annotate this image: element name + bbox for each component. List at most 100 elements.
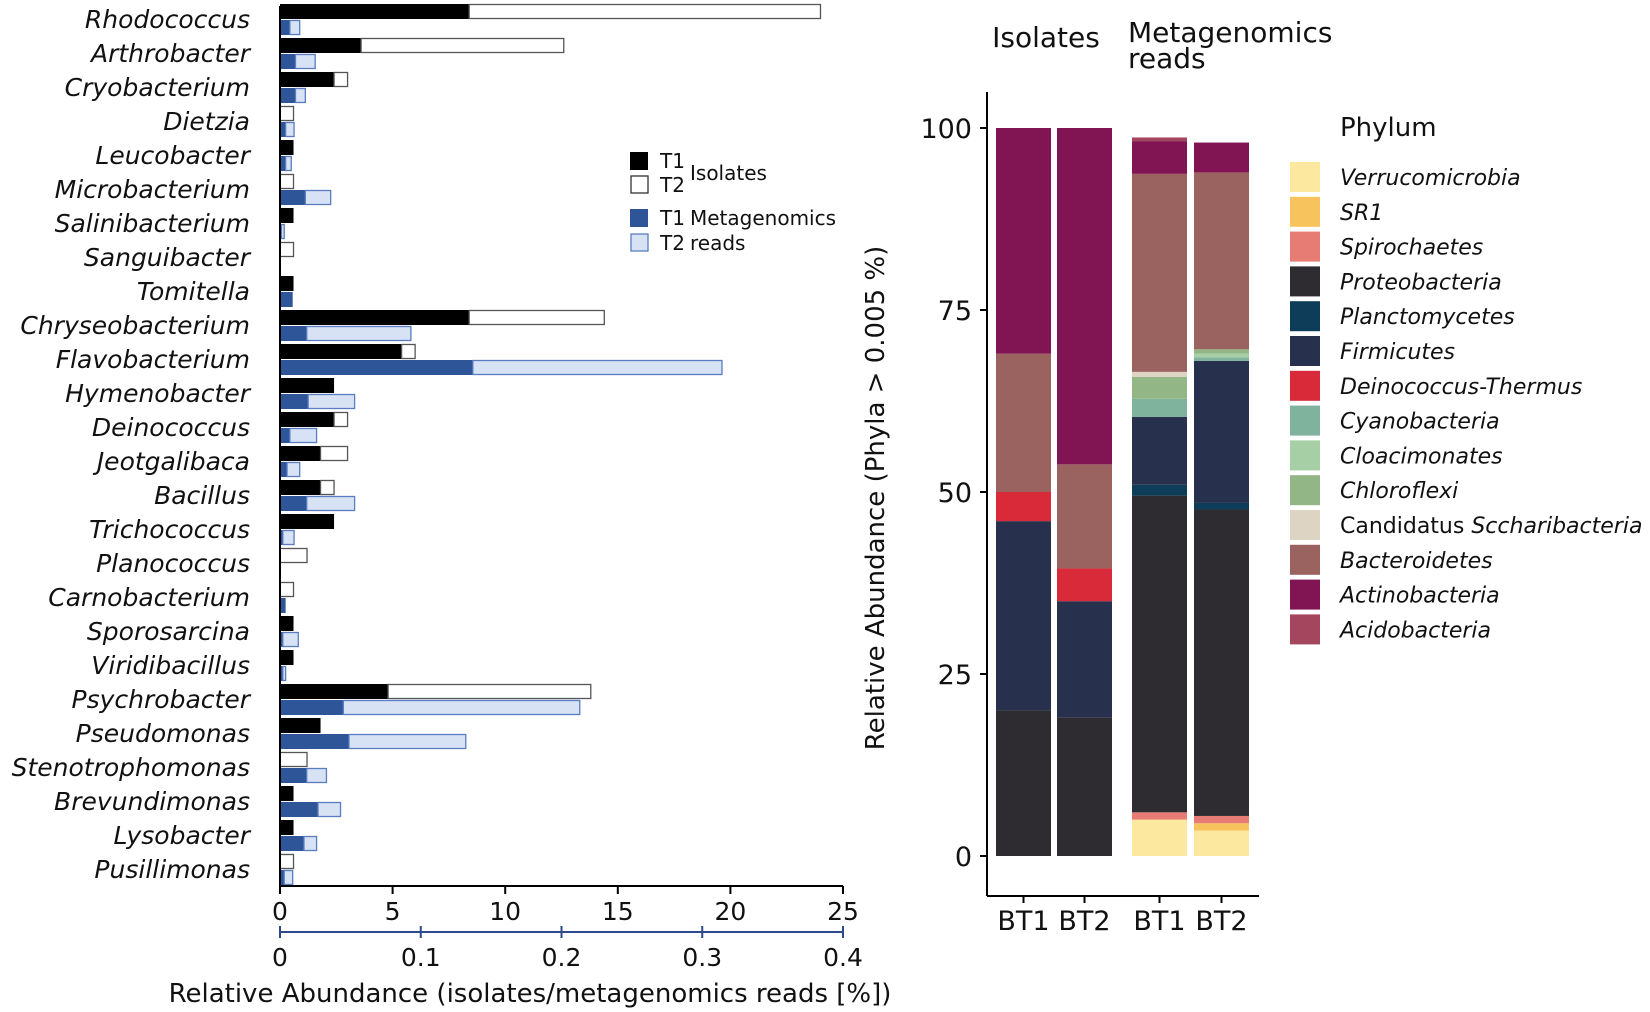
isolates-tick-label: 15 [602, 897, 634, 926]
stack-segment [996, 128, 1051, 354]
bar-meta-t2 [282, 631, 299, 648]
stack-segment [1132, 484, 1187, 496]
bar-meta-t2 [289, 427, 318, 444]
bar-isolates-t1 [280, 310, 470, 325]
phylum-label: Bacteroidetes [1340, 549, 1493, 574]
bar-meta-t1 [280, 768, 307, 783]
stack-segment [1194, 830, 1249, 856]
phylum-label: Cloacimonates [1340, 444, 1503, 469]
metagenomics-tick-label: 0.4 [823, 943, 863, 972]
phylum-stacks [996, 128, 1249, 856]
phylum-label: Firmicutes [1340, 340, 1455, 365]
bar-meta-t2 [342, 699, 581, 716]
bar-meta-t1 [280, 20, 290, 35]
bar-isolates-t2 [400, 343, 416, 360]
phylum-label: Actinobacteria [1338, 584, 1500, 609]
genus-label: Chryseobacterium [20, 311, 250, 340]
bar-isolates-t2 [468, 309, 605, 326]
stack-segment [1132, 398, 1187, 418]
legend-swatch-meta-t1 [630, 209, 648, 227]
metagenomics-axis-ticks: 0 0.1 0.2 0.3 0.4 [272, 926, 863, 972]
bar-meta-t2 [283, 869, 294, 886]
bar-isolates-t1 [280, 480, 321, 495]
legend-meta-t1-label: T1 [659, 206, 685, 230]
legend-swatch-isolates-t2 [630, 175, 649, 194]
stack-segment [1132, 141, 1187, 174]
phylum-swatch [1290, 370, 1320, 401]
genus-label: Bacillus [154, 481, 250, 510]
bar-isolates-t2 [333, 71, 349, 88]
bar-meta-t1 [280, 360, 473, 375]
stack-segment [1057, 568, 1112, 602]
phylum-label: Proteobacteria [1340, 270, 1502, 295]
bar-meta-t2 [306, 325, 412, 342]
legend-swatch-meta-t2 [630, 233, 649, 252]
genus-bars [279, 3, 822, 886]
bar-meta-t1 [280, 394, 309, 409]
phylum-label: Spirochaetes [1340, 236, 1483, 261]
genus-label: Flavobacterium [56, 345, 250, 374]
x-axis-title: Relative Abundance (isolates/metagenomic… [169, 979, 892, 1009]
phylum-swatch [1290, 231, 1320, 262]
genus-label: Viridibacillus [91, 651, 250, 680]
isolates-axis-ticks: 0 5 10 15 20 25 [272, 886, 859, 926]
bar-meta-t2 [307, 393, 356, 410]
bar-meta-t2 [286, 461, 301, 478]
genus-legend: T1 T2 Isolates T1 T2 Metagenomics reads [630, 149, 836, 255]
bar-meta-t1 [280, 292, 293, 307]
bar-isolates-t2 [279, 241, 295, 258]
bar-meta-t1 [280, 836, 304, 851]
genus-label: Hymenobacter [65, 379, 252, 408]
bar-meta-t1 [280, 462, 288, 477]
bar-isolates-t1 [280, 140, 294, 155]
bar-meta-t1 [280, 122, 286, 137]
legend-t2-label: T2 [659, 173, 685, 197]
bar-meta-t2 [306, 495, 356, 512]
stack-segment [1194, 353, 1249, 358]
bar-meta-t2 [282, 665, 287, 682]
bar-meta-t2 [294, 87, 306, 104]
bar-meta-t2 [303, 835, 318, 852]
phylum-swatch [1290, 405, 1320, 436]
bar-isolates-t1 [280, 786, 294, 801]
sample-labels: BT1 BT2 BT1 BT2 [997, 896, 1248, 937]
abundance-tick-label: 100 [920, 114, 972, 145]
legend-metagenomics-label: Metagenomics [690, 206, 836, 230]
legend-title: Phylum [1340, 113, 1437, 143]
isolates-tick-label: 5 [385, 897, 401, 926]
phylum-swatch [1290, 544, 1320, 575]
stack-segment [1194, 172, 1249, 350]
bar-isolates-t2 [279, 173, 295, 190]
phylum-swatch [1290, 614, 1320, 645]
stack-segment [1132, 137, 1187, 142]
bar-meta-t2 [317, 801, 342, 818]
phylum-swatch [1290, 510, 1320, 540]
legend-swatch-isolates-t1 [630, 152, 648, 170]
bar-meta-t2 [280, 223, 285, 240]
genus-label: Deinococcus [92, 413, 250, 442]
bar-isolates-t2 [279, 547, 308, 564]
bar-meta-t1 [280, 802, 319, 817]
bar-isolates-t2 [279, 751, 308, 768]
genus-label: Jeotgalibaca [92, 447, 250, 476]
stack-segment [1057, 601, 1112, 718]
bar-meta-t2 [348, 733, 467, 750]
bar-meta-t1 [280, 326, 307, 341]
bar-isolates-t1 [280, 820, 294, 835]
stack-segment [1194, 823, 1249, 831]
sample-label: BT2 [1058, 906, 1110, 937]
genus-label: Rhodococcus [85, 5, 250, 34]
abundance-axis-ticks: 0 25 50 75 100 [920, 114, 987, 873]
stack-segment [1057, 128, 1112, 465]
bar-meta-t1 [280, 190, 306, 205]
genus-label: Stenotrophomonas [12, 753, 250, 782]
bar-meta-t1 [280, 598, 286, 613]
bar-meta-t1 [280, 530, 283, 545]
bar-isolates-t1 [280, 650, 294, 665]
phylum-label: Chloroflexi [1340, 479, 1458, 504]
bar-meta-t2 [284, 155, 292, 172]
bar-meta-t2 [282, 529, 295, 546]
bar-meta-t1 [280, 496, 307, 511]
bar-meta-t2 [284, 121, 295, 138]
